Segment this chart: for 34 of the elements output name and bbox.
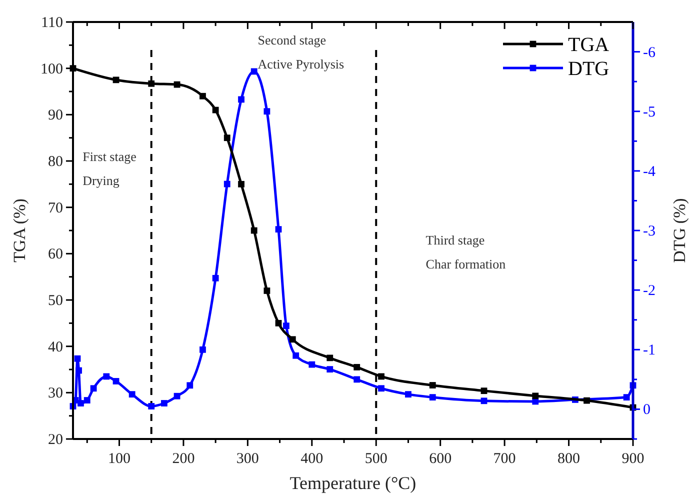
x-tick-label: 300 — [236, 451, 259, 467]
y-axis-title: TGA (%) — [10, 198, 29, 262]
y-tick-label: 40 — [48, 339, 63, 356]
annotation: First stage Drying — [82, 149, 137, 188]
x-tick-label: 400 — [300, 451, 324, 467]
y-tick-label: 80 — [48, 154, 63, 170]
legend-label: DTG — [568, 58, 610, 80]
x-tick-label: 500 — [364, 451, 388, 467]
y2-tick-label: -2 — [643, 283, 656, 300]
x-axis-title: Temperature (°C) — [290, 473, 416, 493]
y2-tick-label: -4 — [643, 164, 656, 180]
x-tick-label: 100 — [108, 451, 130, 467]
y2-tick-label: 0 — [643, 402, 650, 418]
y-tick-label: 20 — [48, 432, 63, 448]
legend-label: TGA — [568, 34, 610, 56]
y-tick-label: 100 — [40, 61, 63, 78]
y2-tick-label: -5 — [643, 104, 656, 120]
x-tick-label: 800 — [558, 451, 580, 467]
annotation: Third stage Char formation — [426, 232, 506, 272]
annotation: Second stage Active Pyrolysis — [258, 32, 344, 72]
y-tick-label: 70 — [48, 200, 63, 216]
y-tick-label: 50 — [48, 293, 63, 309]
y-tick-label: 110 — [41, 15, 63, 31]
y-tick-label: 90 — [48, 108, 63, 124]
x-tick-label: 900 — [622, 451, 644, 467]
y2-axis-title: DTG (%) — [670, 198, 689, 263]
y2-tick-label: -3 — [643, 224, 656, 240]
y2-tick-label: -6 — [643, 44, 656, 61]
y-tick-label: 60 — [48, 246, 63, 263]
x-tick-label: 700 — [493, 451, 516, 467]
y2-tick-label: -1 — [643, 342, 656, 359]
x-tick-label: 200 — [172, 451, 195, 467]
y-tick-label: 30 — [48, 386, 63, 402]
x-tick-label: 600 — [429, 451, 452, 467]
